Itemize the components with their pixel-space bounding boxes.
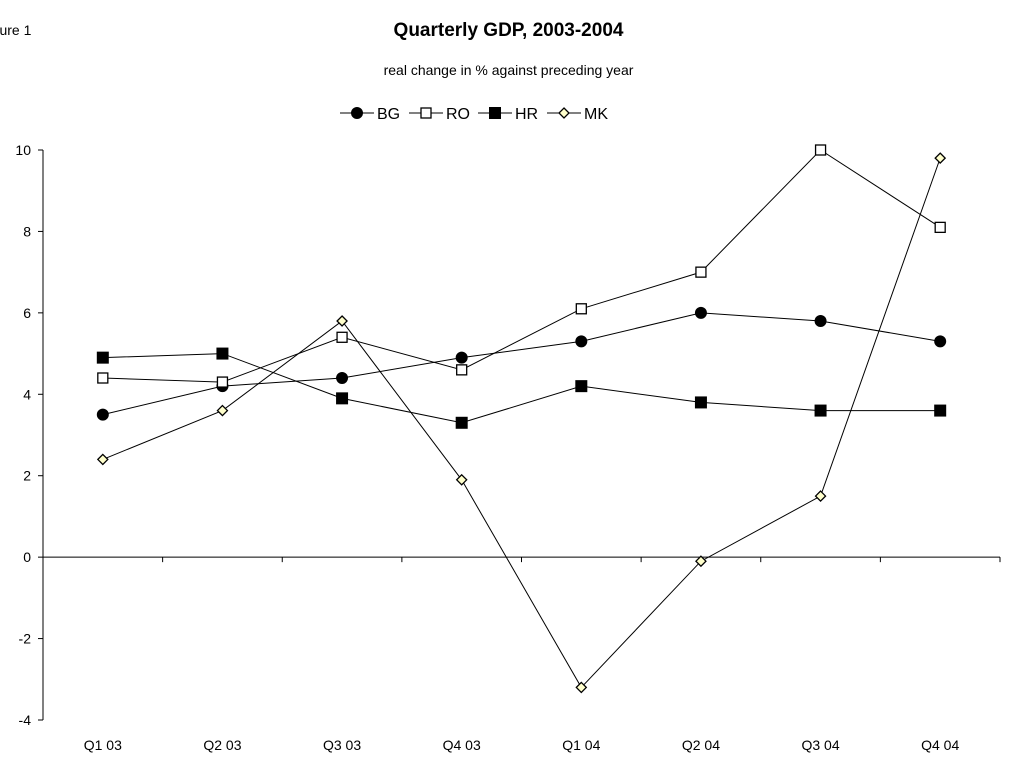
data-point-mk xyxy=(934,152,947,165)
data-point-mk xyxy=(336,315,348,327)
data-point-ro xyxy=(456,364,468,376)
legend-marker-hr xyxy=(489,107,501,119)
series-line-mk xyxy=(102,157,941,689)
y-tick-label: 8 xyxy=(23,223,31,239)
x-tick-label: Q3 03 xyxy=(323,737,361,753)
y-tick-label: 4 xyxy=(23,386,31,402)
data-point-hr xyxy=(455,416,468,429)
chart-axes: -4 -2 0 2 4 6 8 10 Q1 03 Q2 03 Q3 03 Q4 03 Q1 04 Q2 0… xyxy=(15,142,1001,753)
data-point-bg xyxy=(694,306,707,319)
data-point-hr xyxy=(934,404,947,417)
data-point-hr xyxy=(96,351,109,364)
legend-label-ro: RO xyxy=(446,106,470,123)
data-point-hr xyxy=(216,347,229,360)
data-point-bg xyxy=(934,335,947,348)
data-point-ro xyxy=(336,331,348,343)
data-point-mk xyxy=(575,681,588,694)
x-tick-label: Q3 04 xyxy=(801,737,839,753)
series-line-hr xyxy=(102,353,941,424)
x-tick-label: Q1 04 xyxy=(562,737,600,753)
data-point-ro xyxy=(216,376,229,388)
x-tick-label: Q2 04 xyxy=(682,737,720,753)
y-tick-label: 6 xyxy=(23,305,31,321)
chart-series xyxy=(96,144,947,694)
data-point-bg xyxy=(336,372,349,384)
data-point-mk xyxy=(216,404,229,417)
legend-marker-mk xyxy=(558,107,570,119)
data-point-ro xyxy=(695,266,707,278)
chart-title: Quarterly GDP, 2003-2004 xyxy=(393,20,624,41)
data-point-mk xyxy=(695,555,707,568)
x-tick-label: Q2 03 xyxy=(203,737,241,753)
data-point-mk xyxy=(96,453,109,466)
y-tick-label: -4 xyxy=(19,712,32,728)
y-tick-label: 2 xyxy=(23,468,31,484)
x-tick-label: Q1 03 xyxy=(84,737,122,753)
data-point-hr xyxy=(336,392,349,405)
data-point-bg xyxy=(96,408,109,421)
legend-label-bg: BG xyxy=(377,106,400,123)
x-tick-label: Q4 04 xyxy=(921,737,959,753)
y-tick-label: -2 xyxy=(19,631,32,647)
legend-label-mk: MK xyxy=(584,106,608,123)
chart-subtitle: real change in % against preceding year xyxy=(383,62,634,78)
data-point-ro xyxy=(575,303,587,315)
figure-label: Figure 1 xyxy=(0,22,32,38)
y-tick-label: 0 xyxy=(23,549,31,565)
x-tick-label: Q4 03 xyxy=(443,737,481,753)
legend-marker-bg xyxy=(351,107,363,119)
series-line-bg xyxy=(102,312,941,416)
series-line-ro xyxy=(102,149,941,383)
data-point-hr xyxy=(814,404,827,417)
data-point-mk xyxy=(814,490,827,502)
data-point-mk xyxy=(455,473,468,486)
data-point-ro xyxy=(97,372,109,384)
data-point-ro xyxy=(934,221,946,234)
y-tick-label: 10 xyxy=(15,142,31,158)
legend-label-hr: HR xyxy=(515,106,538,123)
data-point-hr xyxy=(694,396,707,409)
data-point-bg xyxy=(575,335,588,348)
data-point-hr xyxy=(575,380,588,393)
data-point-bg xyxy=(814,315,827,327)
data-point-ro xyxy=(814,144,827,156)
legend: BG RO HR MK xyxy=(340,106,608,123)
legend-marker-ro xyxy=(420,107,432,119)
data-point-bg xyxy=(455,351,468,364)
